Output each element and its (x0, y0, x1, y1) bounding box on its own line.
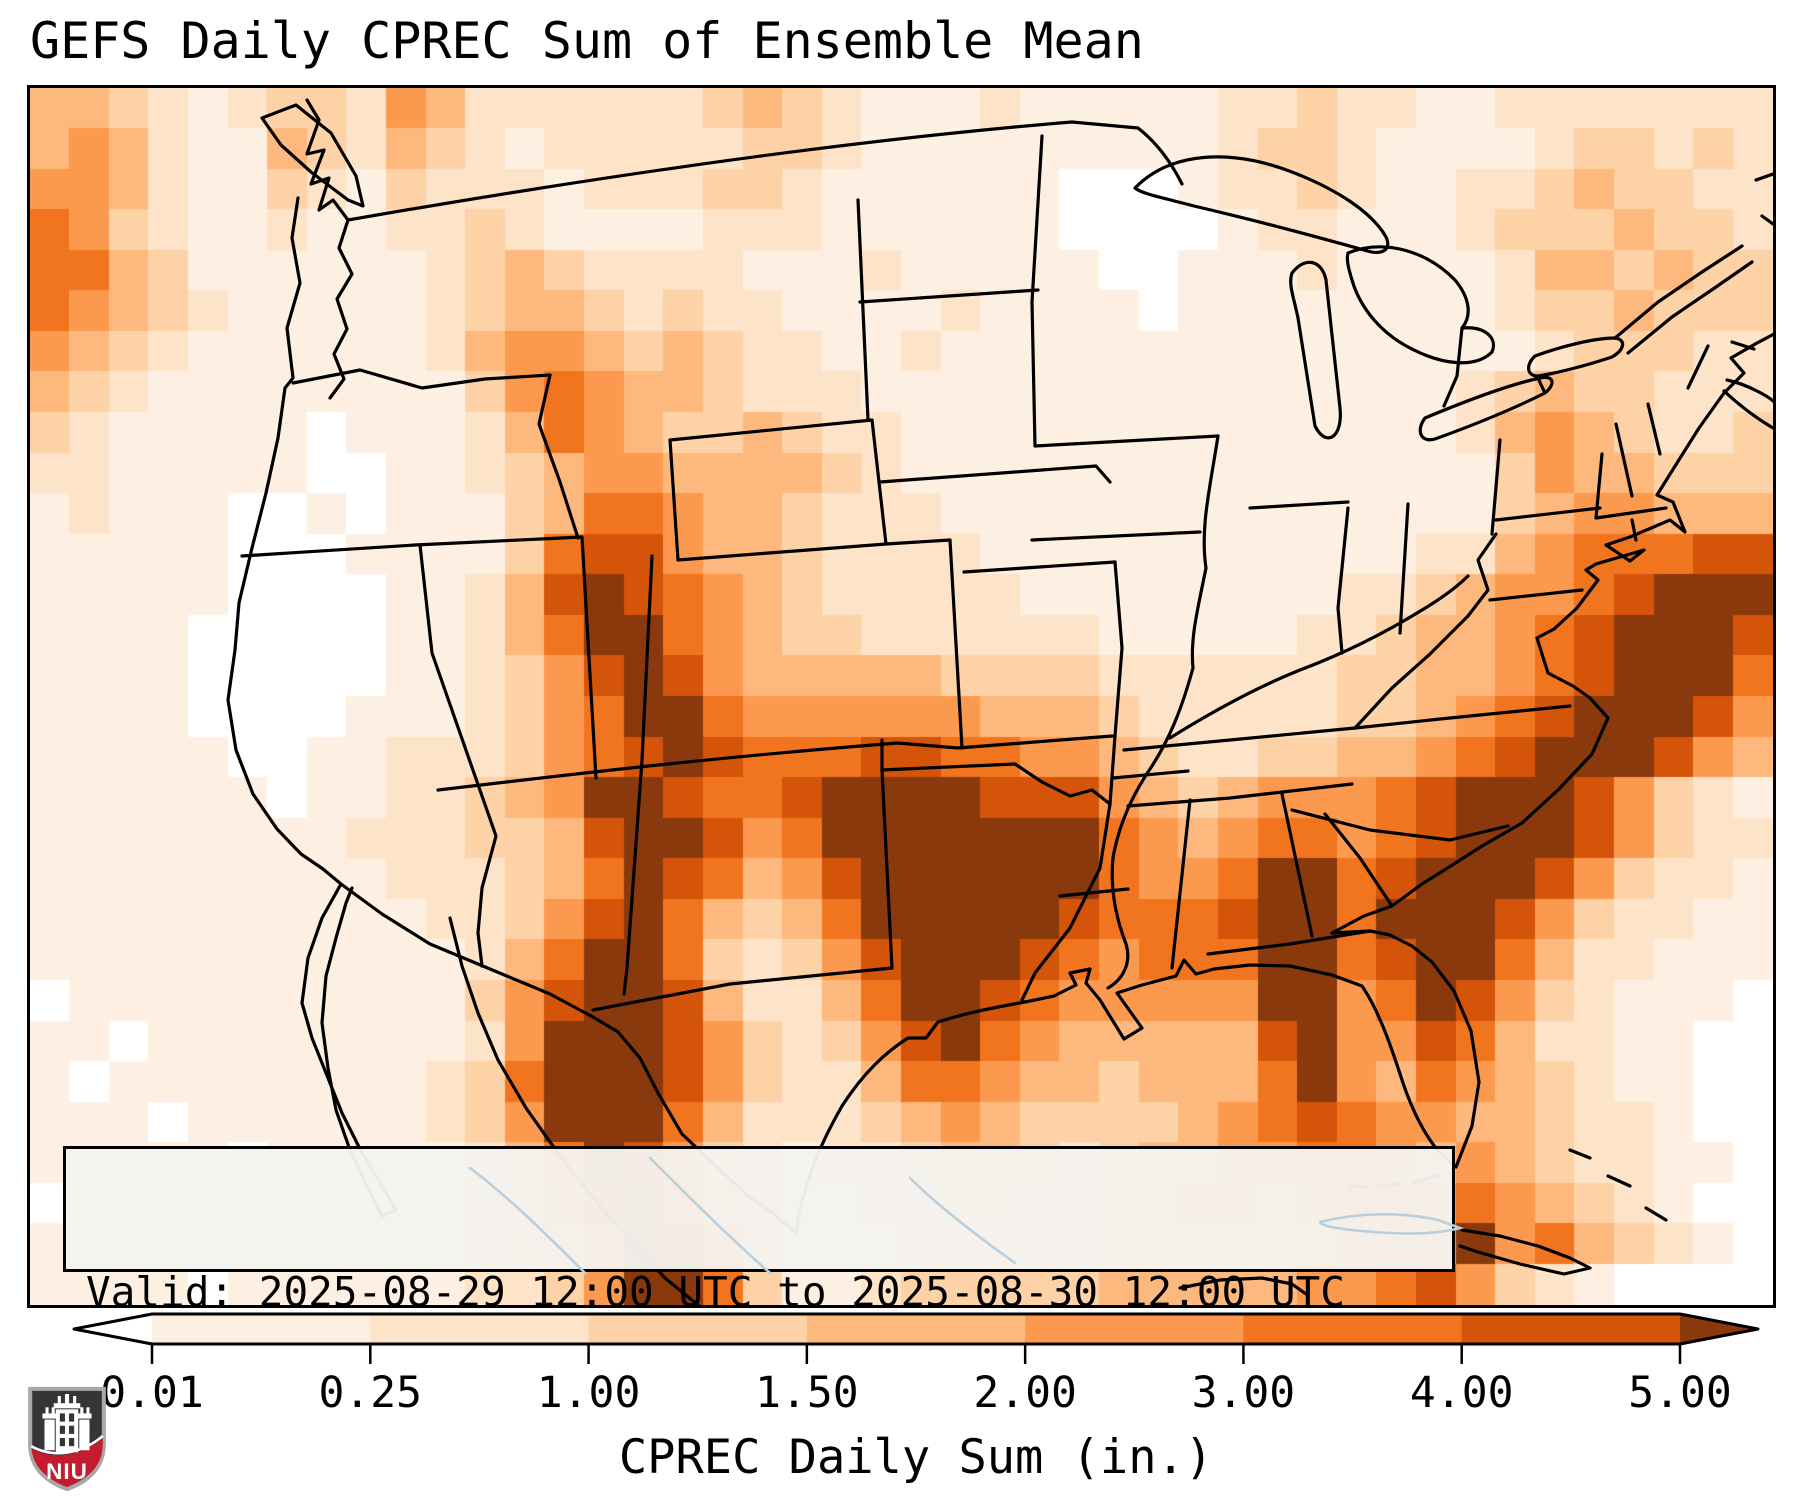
map-panel: Valid: 2025-08-29 12:00 UTC to 2025-08-3… (27, 85, 1776, 1308)
pacific-coastline (226, 196, 343, 886)
tx-nm-border (591, 768, 894, 1012)
pa-md-border (1488, 588, 1584, 602)
gulf-coastline (794, 958, 1364, 1236)
colorbar-tick-label: 2.00 (973, 1368, 1077, 1418)
ga-sc-border (1323, 812, 1394, 908)
colorbar-segment (1025, 1314, 1245, 1344)
gulf-river-3 (908, 1176, 1017, 1265)
ca-nv-az-border (418, 543, 498, 968)
maine-new-brunswick-border (1686, 344, 1710, 390)
valid-time-text: Valid: 2025-08-29 12:00 UTC to 2025-08-3… (86, 1268, 1345, 1308)
lake-erie (1418, 375, 1554, 442)
colorbar-segment (1243, 1314, 1463, 1344)
water-features-layer (468, 1156, 1465, 1276)
logo-red-band (31, 1437, 103, 1488)
newfoundland-fragments (1754, 172, 1773, 226)
pa-ny-border (1494, 506, 1602, 522)
cuba-coast-west-blue (1318, 1212, 1465, 1235)
colorbar-tick-label: 1.50 (755, 1368, 859, 1418)
canada-border (346, 120, 1184, 222)
logo-castle-windows (59, 1413, 75, 1447)
colorbar-tick-label: 1.00 (536, 1368, 641, 1418)
logo-text: NIU (46, 1459, 88, 1484)
yucatan-coast (1178, 1276, 1308, 1296)
ks-mo-border (1113, 560, 1124, 738)
lake-michigan (1289, 260, 1342, 440)
lake-ontario (1527, 336, 1625, 378)
or-id-border (537, 373, 580, 540)
colorbar-svg (72, 1312, 1760, 1364)
va-nc-border (1353, 704, 1572, 730)
info-box: Valid: 2025-08-29 12:00 UTC to 2025-08-3… (63, 1146, 1455, 1305)
colorbar-segment (1461, 1314, 1681, 1344)
colorbar-tick-label: 5.00 (1628, 1368, 1732, 1418)
colorbar-tick-label: 0.01 (100, 1368, 204, 1418)
tn-southern-border (1126, 782, 1354, 808)
mississippi-river-border (1106, 434, 1220, 990)
ut-co-az-nm-border (622, 554, 654, 996)
mexico-river-1 (468, 1166, 588, 1276)
nv-ut-border (580, 535, 598, 780)
ms-al-border (1170, 798, 1192, 970)
colorbar-segment (806, 1314, 1026, 1344)
mexico-river-2 (648, 1156, 772, 1275)
mt-nd-border (856, 198, 870, 422)
appalachian-borders (1353, 532, 1498, 730)
ar-mo-border (1111, 769, 1190, 780)
parallel-42-border (240, 535, 584, 558)
cuba-coast-east (1458, 1228, 1592, 1276)
ohio-river-border (1168, 574, 1470, 740)
red-river-border (1013, 762, 1112, 806)
page-title: GEFS Daily CPREC Sum of Ensemble Mean (30, 12, 1144, 70)
fl-north-border (1206, 929, 1372, 956)
state-boundaries-layer (226, 98, 1773, 1305)
wa-or-border (291, 368, 552, 390)
ia-mo-border (1030, 530, 1202, 542)
st-lawrence-river (1613, 244, 1754, 355)
ga-al-border (1280, 792, 1314, 938)
il-in-border (1336, 506, 1350, 655)
parallel-37-border (436, 734, 1114, 792)
minnesota-border (1030, 134, 1220, 448)
bahamas-fragments (1568, 1148, 1668, 1222)
colorbar-segment (588, 1314, 808, 1344)
detroit-niagara-rivers (1442, 326, 1546, 408)
logo-swoosh (30, 1434, 104, 1455)
nd-sd-border (858, 288, 1040, 304)
ne-ks-border (962, 560, 1117, 574)
wi-il-border (1248, 500, 1350, 510)
atlantic-coastline (1330, 332, 1773, 935)
ky-tn-border (1122, 726, 1357, 752)
colorbar-tick-label: 4.00 (1409, 1368, 1514, 1418)
colorbar-tick-label: 0.25 (318, 1368, 423, 1418)
tx-la-border (1020, 802, 1112, 1002)
sd-ne-border (878, 464, 1112, 484)
in-oh-border (1398, 502, 1410, 635)
colorbar-segment (152, 1314, 371, 1344)
florida-coastline (1330, 929, 1481, 1169)
precip-heatmap (30, 88, 1773, 1305)
colorbar-over-arrow (1680, 1314, 1758, 1344)
ar-la-border (1058, 887, 1130, 898)
nova-scotia-coast (1722, 340, 1773, 430)
ok-ar-border (1108, 734, 1117, 806)
colorbar-segment (370, 1314, 590, 1344)
colorbar-tick-label: 3.00 (1191, 1368, 1296, 1418)
lake-huron (1345, 245, 1495, 365)
colorbar-under-arrow (74, 1314, 152, 1344)
new-england-borders (1594, 402, 1668, 542)
niu-logo: NIU (28, 1386, 106, 1492)
oh-pa-border (1490, 438, 1502, 536)
colorbar-axis-label: CPREC Daily Sum (in.) (618, 1430, 1214, 1485)
colorado-border (884, 538, 964, 750)
vancouver-island (260, 103, 365, 208)
